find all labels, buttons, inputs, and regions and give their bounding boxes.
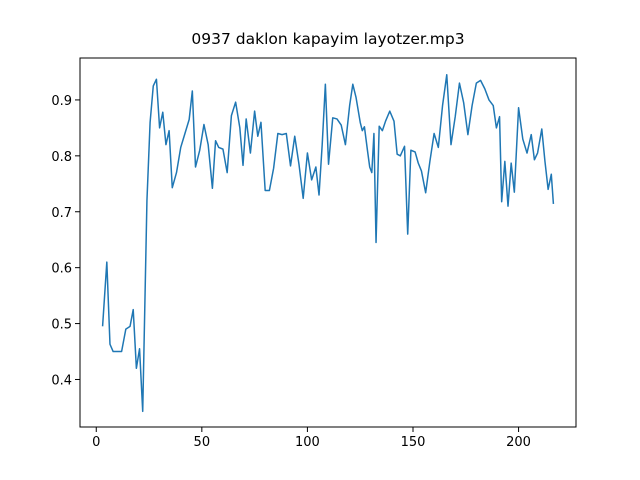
- x-tick-label: 150: [401, 435, 426, 450]
- data-line: [101, 74, 555, 413]
- y-tick-label: 0.4: [51, 373, 72, 388]
- axes-frame: [79, 57, 577, 428]
- x-tick-label: 200: [506, 435, 531, 450]
- y-tick-label: 0.7: [51, 206, 72, 221]
- y-tick-label: 0.5: [51, 318, 72, 333]
- x-tick-label: 50: [194, 435, 211, 450]
- x-tick-label: 0: [92, 435, 100, 450]
- y-tick-label: 0.6: [51, 262, 72, 277]
- chart-title: 0937 daklon kapayim layotzer.mp3: [191, 30, 464, 48]
- y-tick-label: 0.9: [51, 94, 72, 109]
- y-tick-label: 0.8: [51, 150, 72, 165]
- x-tick-label: 100: [295, 435, 320, 450]
